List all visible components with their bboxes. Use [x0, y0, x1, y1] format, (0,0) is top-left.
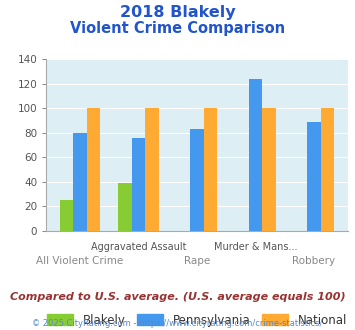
Bar	[321, 109, 334, 231]
Legend: Blakely, Pennsylvania, National: Blakely, Pennsylvania, National	[42, 309, 352, 330]
Bar	[249, 79, 262, 231]
Bar	[262, 109, 276, 231]
Text: 2018 Blakely: 2018 Blakely	[120, 5, 235, 20]
Text: Aggravated Assault: Aggravated Assault	[91, 242, 186, 252]
Text: Rape: Rape	[184, 256, 210, 266]
Bar	[73, 133, 87, 231]
Text: © 2025 CityRating.com - https://www.cityrating.com/crime-statistics/: © 2025 CityRating.com - https://www.city…	[32, 319, 323, 328]
Bar	[118, 183, 132, 231]
Bar	[190, 129, 204, 231]
Text: Compared to U.S. average. (U.S. average equals 100): Compared to U.S. average. (U.S. average …	[10, 292, 345, 302]
Bar	[307, 122, 321, 231]
Text: All Violent Crime: All Violent Crime	[37, 256, 124, 266]
Bar	[204, 109, 217, 231]
Text: Robbery: Robbery	[293, 256, 335, 266]
Text: Murder & Mans...: Murder & Mans...	[214, 242, 297, 252]
Bar	[60, 200, 73, 231]
Bar	[132, 138, 145, 231]
Text: Violent Crime Comparison: Violent Crime Comparison	[70, 21, 285, 36]
Bar	[87, 109, 100, 231]
Bar	[145, 109, 159, 231]
